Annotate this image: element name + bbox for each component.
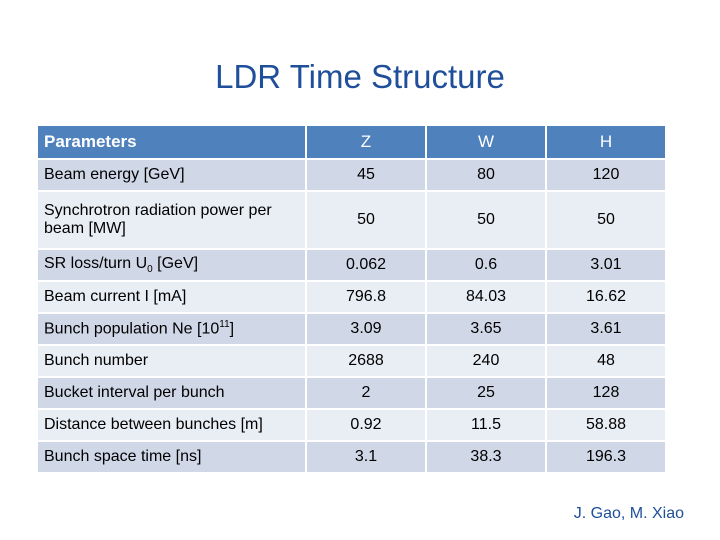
cell-z: 796.8	[305, 280, 427, 314]
cell-h: 128	[545, 376, 667, 410]
table-row: Beam current I [mA] 796.8 84.03 16.62	[36, 280, 667, 314]
cell-z: 2	[305, 376, 427, 410]
row-label: Bunch space time [ns]	[36, 440, 307, 474]
label-text: SR loss/turn U	[44, 254, 148, 272]
cell-w: 38.3	[425, 440, 547, 474]
row-label: Bucket interval per bunch	[36, 376, 307, 410]
header-h: H	[545, 124, 667, 160]
table-row: Bunch number 2688 240 48	[36, 344, 667, 378]
cell-h: 50	[545, 190, 667, 250]
row-label: SR loss/turn U0 [GeV]	[36, 248, 307, 282]
header-w: W	[425, 124, 547, 160]
header-parameters: Parameters	[36, 124, 307, 160]
cell-h: 58.88	[545, 408, 667, 442]
cell-z: 0.062	[305, 248, 427, 282]
table-header-row: Parameters Z W H	[36, 124, 667, 160]
cell-w: 84.03	[425, 280, 547, 314]
label-subscript: 0	[147, 264, 153, 276]
cell-z: 50	[305, 190, 427, 250]
table-row: Beam energy [GeV] 45 80 120	[36, 158, 667, 192]
label-superscript: 11	[219, 319, 230, 331]
table-row: Bunch space time [ns] 3.1 38.3 196.3	[36, 440, 667, 474]
row-label: Synchrotron radiation power per beam [MW…	[36, 190, 307, 250]
table-row: SR loss/turn U0 [GeV] 0.062 0.6 3.01	[36, 248, 667, 282]
cell-w: 80	[425, 158, 547, 192]
header-z: Z	[305, 124, 427, 160]
cell-w: 3.65	[425, 312, 547, 346]
cell-z: 2688	[305, 344, 427, 378]
row-label: Distance between bunches [m]	[36, 408, 307, 442]
table-row: Bucket interval per bunch 2 25 128	[36, 376, 667, 410]
cell-z: 3.1	[305, 440, 427, 474]
row-label: Bunch number	[36, 344, 307, 378]
cell-z: 45	[305, 158, 427, 192]
label-text: Bunch population Ne [10	[44, 320, 220, 338]
label-text-end: [GeV]	[152, 254, 199, 272]
cell-h: 48	[545, 344, 667, 378]
slide-title: LDR Time Structure	[215, 58, 505, 95]
cell-h: 196.3	[545, 440, 667, 474]
cell-z: 3.09	[305, 312, 427, 346]
cell-z: 0.92	[305, 408, 427, 442]
cell-h: 120	[545, 158, 667, 192]
row-label: Beam energy [GeV]	[36, 158, 307, 192]
table-row: Bunch population Ne [1011] 3.09 3.65 3.6…	[36, 312, 667, 346]
cell-h: 3.01	[545, 248, 667, 282]
table-row: Distance between bunches [m] 0.92 11.5 5…	[36, 408, 667, 442]
cell-w: 240	[425, 344, 547, 378]
cell-w: 50	[425, 190, 547, 250]
cell-w: 11.5	[425, 408, 547, 442]
row-label: Beam current I [mA]	[36, 280, 307, 314]
cell-w: 0.6	[425, 248, 547, 282]
table-row: Synchrotron radiation power per beam [MW…	[36, 190, 667, 250]
cell-h: 3.61	[545, 312, 667, 346]
label-text-end: ]	[229, 320, 235, 338]
cell-h: 16.62	[545, 280, 667, 314]
cell-w: 25	[425, 376, 547, 410]
parameters-table: Parameters Z W H Beam energy [GeV] 45 80…	[36, 124, 667, 474]
author-credit: J. Gao, M. Xiao	[573, 505, 684, 522]
row-label: Bunch population Ne [1011]	[36, 312, 307, 346]
